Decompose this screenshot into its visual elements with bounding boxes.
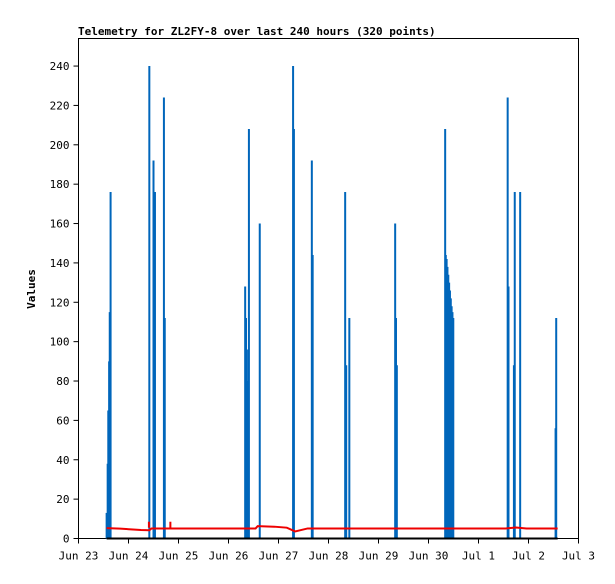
y-tick-label: 180: [50, 178, 70, 191]
x-tick-label: Jun 27: [259, 550, 299, 563]
x-tick-label: Jun 28: [309, 550, 349, 563]
red-series-line: [106, 525, 558, 533]
series-layer: [105, 66, 558, 540]
chart-title: Telemetry for ZL2FY-8 over last 240 hour…: [78, 25, 436, 38]
y-tick-label: 20: [56, 493, 69, 506]
x-tick-label: Jun 30: [409, 550, 449, 563]
y-tick-label: 140: [50, 257, 70, 270]
x-tick-label: Jun 25: [159, 550, 199, 563]
x-tick-label: Jun 29: [359, 550, 399, 563]
y-tick-label: 80: [56, 375, 69, 388]
y-tick-label: 200: [50, 139, 70, 152]
y-axis-label: Values: [25, 269, 38, 309]
y-tick-label: 160: [50, 218, 70, 231]
x-tick-label: Jul 3: [562, 550, 595, 563]
y-tick-label: 220: [50, 99, 70, 112]
plot-area-frame: [78, 38, 579, 539]
x-tick-label: Jul 2: [512, 550, 545, 563]
y-tick-label: 100: [50, 336, 70, 349]
y-tick-label: 40: [56, 454, 69, 467]
y-tick-label: 240: [50, 60, 70, 73]
x-tick-label: Jun 23: [59, 550, 99, 563]
x-tick-label: Jul 1: [462, 550, 495, 563]
x-tick-label: Jun 26: [209, 550, 249, 563]
y-tick-label: 0: [63, 533, 70, 546]
y-tick-label: 60: [56, 414, 69, 427]
y-tick-label: 120: [50, 296, 70, 309]
y-axis: 0 20 40 60 80 100 120 140 160 180 200 220 240: [50, 60, 79, 546]
x-axis: Jun 23 Jun 24 Jun 25 Jun 26 Jun 27 Jun 28 Jun …: [59, 538, 595, 563]
x-tick-label: Jun 24: [109, 550, 149, 563]
